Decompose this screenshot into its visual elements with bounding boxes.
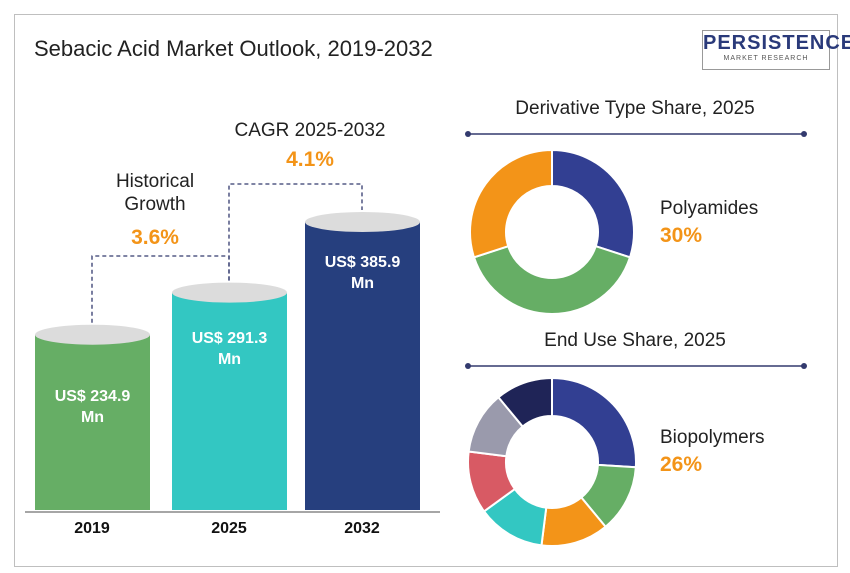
divider-dot-left-0 [465, 131, 471, 137]
bar-2032 [305, 222, 420, 510]
cagr-connector [228, 183, 363, 281]
divider-dot-right-1 [801, 363, 807, 369]
bar-2025 [172, 292, 287, 510]
page-title: Sebacic Acid Market Outlook, 2019-2032 [34, 36, 433, 61]
enduse-donut-slice-0 [551, 376, 637, 469]
divider-dot-left-1 [465, 363, 471, 369]
year-2032: 2032 [344, 520, 380, 537]
polyamides-label: Polyamides [660, 198, 759, 219]
historical-connector [91, 255, 230, 323]
cagr-label: CAGR 2025-2032 [234, 120, 386, 141]
biopolymers-label: Biopolymers [660, 427, 765, 448]
logo-tagline: MARKET RESEARCH [723, 55, 809, 62]
bar-label-2019: US$ 234.9 Mn [54, 388, 131, 426]
polyamides-value: 30% [660, 224, 703, 247]
enduse-donut-slice-6 [497, 376, 553, 428]
year-2019: 2019 [74, 520, 110, 537]
historical-value: 3.6% [131, 226, 179, 249]
bar-label-2025: US$ 291.3 Mn [191, 330, 268, 368]
logo-name: PERSISTENCE [703, 32, 850, 54]
divider-dot-right-0 [801, 131, 807, 137]
bar-top-2032 [305, 212, 420, 232]
historical-label: Historical Growth [115, 171, 195, 215]
derivative-donut-slice-0 [551, 148, 635, 259]
derivative-donut-slice-1 [472, 244, 632, 315]
bar-label-2032: US$ 385.9 Mn [324, 254, 401, 292]
logo: PERSISTENCE MARKET RESEARCH [702, 30, 850, 70]
enduse-title: End Use Share, 2025 [544, 330, 726, 351]
bar-top-2019 [35, 324, 150, 345]
derivative-title: Derivative Type Share, 2025 [515, 98, 755, 119]
derivative-donut-slice-2 [469, 148, 553, 259]
cagr-value: 4.1% [286, 148, 334, 171]
frame [14, 14, 838, 567]
bar-2019 [35, 334, 150, 510]
year-2025: 2025 [211, 520, 247, 537]
bar-top-2025 [172, 282, 287, 303]
biopolymers-value: 26% [660, 453, 703, 476]
